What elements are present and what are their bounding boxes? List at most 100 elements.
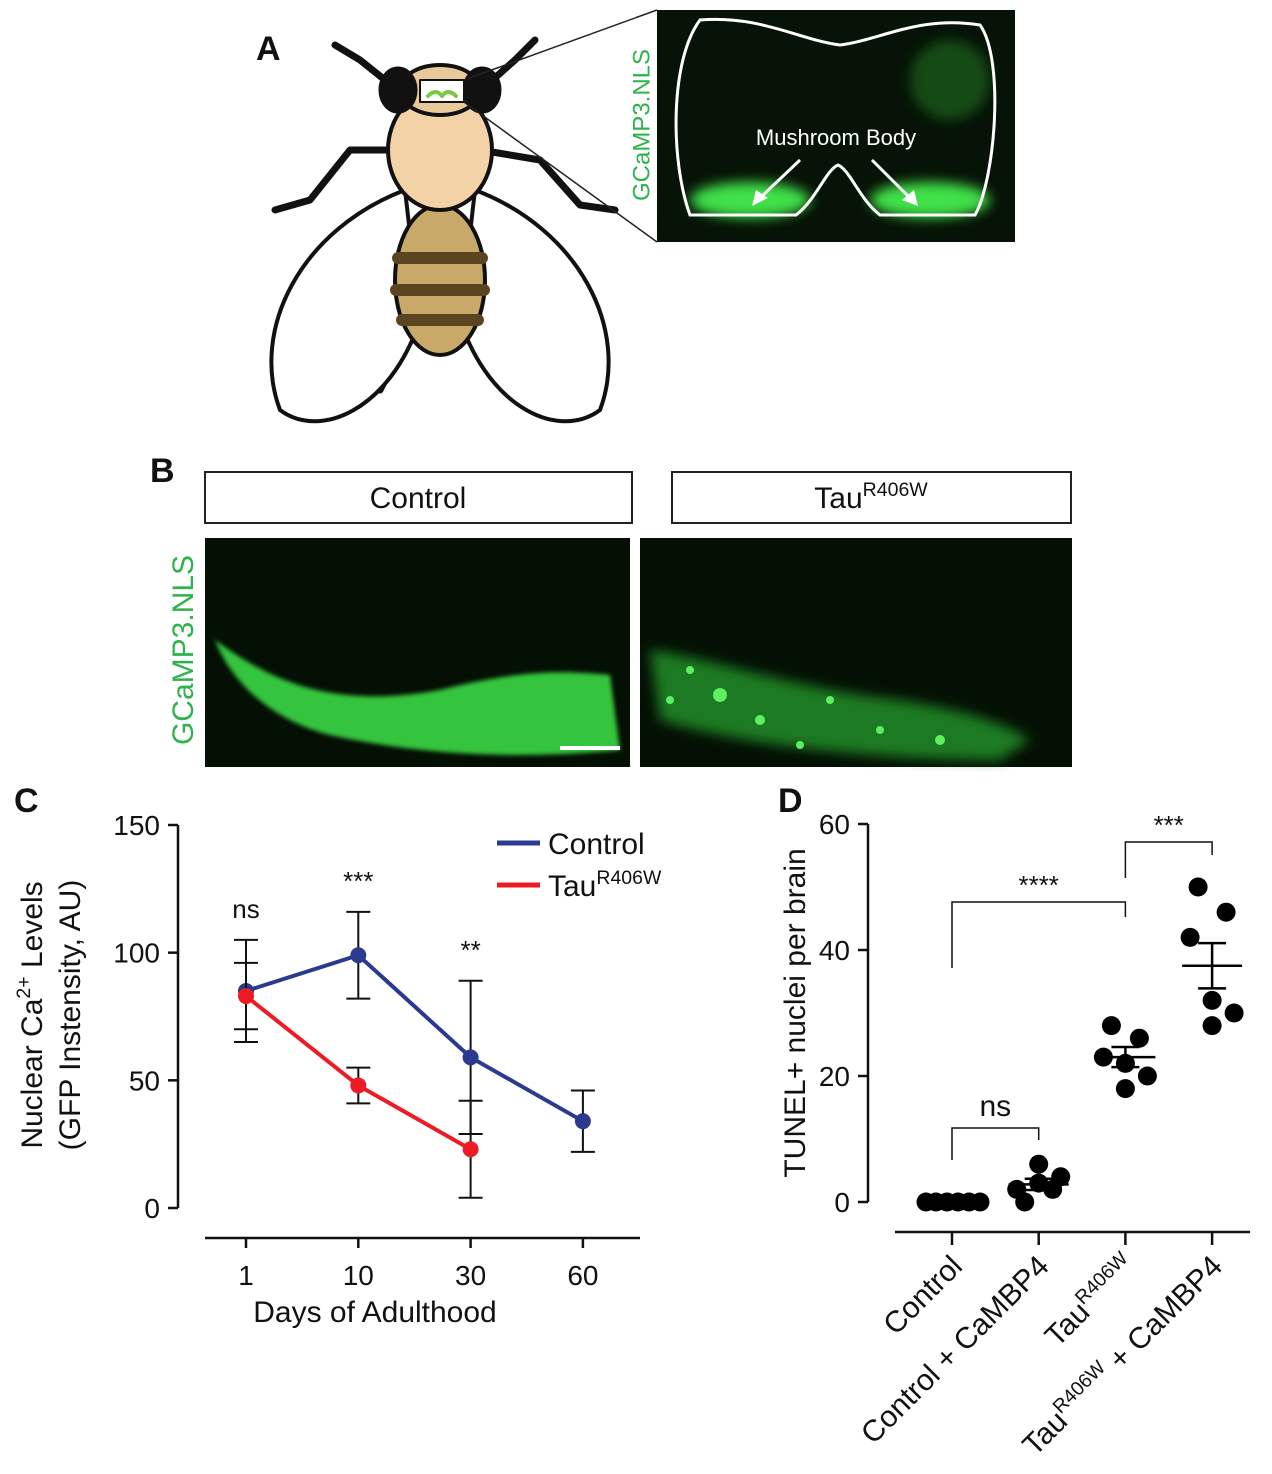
panel-label: C (14, 782, 39, 820)
punctum (686, 666, 694, 674)
data-point (350, 1077, 367, 1094)
significance-bracket (1124, 841, 1213, 878)
x-tick-label: 10 (343, 1260, 374, 1291)
image-label: GCaMP3.NLS (167, 555, 200, 745)
y-axis-label: TUNEL+ nuclei per brain (779, 848, 812, 1177)
data-point (1202, 1016, 1222, 1036)
zoom-line (463, 101, 658, 243)
significance: *** (343, 866, 373, 896)
fly-eye (378, 66, 418, 114)
y-tick-label: 0 (834, 1187, 850, 1218)
error-bar (1111, 1045, 1140, 1069)
significance: *** (1154, 810, 1184, 840)
text-run: Tau (814, 482, 862, 515)
significance-bracket (951, 901, 1127, 968)
zoom-line (463, 9, 658, 81)
fly-wing (269, 188, 422, 424)
y-axis-label: (GFP Instensity, AU) (54, 880, 87, 1151)
y-tick-label: 0 (144, 1193, 160, 1224)
condition-box (671, 471, 1072, 524)
tau-signal (650, 650, 1030, 760)
data-point (1007, 1179, 1027, 1199)
fly-abdomen (393, 203, 487, 357)
panel-label: B (150, 452, 175, 490)
y-tick-label: 50 (129, 1065, 160, 1096)
brain-signal (690, 40, 990, 218)
series-line (245, 952, 584, 1123)
data-point (462, 1141, 479, 1158)
y-tick-label: 60 (819, 809, 850, 840)
brain-outline (674, 17, 997, 217)
data-point (1051, 1167, 1071, 1187)
data-point (1202, 990, 1222, 1010)
text-run: Levels (16, 881, 49, 976)
data-point (350, 947, 367, 964)
superscript: R406W (1049, 1356, 1111, 1418)
fly-wing (458, 188, 611, 424)
error-bar (1198, 941, 1227, 990)
significance: **** (1018, 870, 1058, 900)
fly-stripes (390, 252, 490, 326)
error-bar (1024, 1177, 1053, 1192)
text-run: (GFP Instensity, AU) (54, 880, 87, 1151)
x-tick-label: 60 (567, 1260, 598, 1291)
punctum (755, 715, 765, 725)
data-point (1180, 927, 1200, 947)
data-point (1129, 1028, 1149, 1048)
data-point (462, 1049, 479, 1066)
text-run: Control (548, 828, 645, 861)
fly-leg (271, 146, 404, 214)
significance-bracket (951, 1127, 1040, 1160)
image-annotation: Mushroom Body (756, 125, 916, 150)
data-point (1115, 1079, 1135, 1099)
legend-label: Control (548, 828, 645, 861)
x-tick-label: 30 (455, 1260, 486, 1291)
y-axis-label: Nuclear Ca2+ Levels (13, 881, 49, 1148)
text-run: Tau (548, 870, 596, 903)
arrow (758, 158, 912, 200)
legend-label: TauR406W (548, 867, 662, 903)
image-label: GCaMP3.NLS (628, 49, 655, 201)
superscript: R406W (596, 867, 662, 889)
data-point (1216, 902, 1236, 922)
panel-label: D (778, 782, 803, 820)
punctum (796, 741, 804, 749)
mushroom-body-sketch (426, 90, 458, 98)
y-tick-label: 150 (113, 810, 160, 841)
data-point (238, 988, 254, 1005)
tau-puncta (666, 666, 945, 749)
fly-leg (476, 146, 619, 214)
data-point (1137, 1066, 1157, 1086)
superscript: R406W (1071, 1247, 1133, 1309)
data-point (1029, 1154, 1049, 1174)
panel-label: A (256, 30, 281, 68)
data-point (574, 1113, 591, 1130)
punctum (876, 726, 884, 734)
control-signal (215, 640, 620, 755)
condition-label: TauR406W (814, 479, 928, 515)
punctum (713, 688, 727, 702)
superscript: 2+ (13, 976, 35, 998)
punctum (935, 735, 945, 745)
fly-eye (462, 66, 502, 114)
x-axis-label: Days of Adulthood (253, 1296, 497, 1329)
data-point (1188, 877, 1208, 897)
significance: ns (980, 1090, 1012, 1123)
text-run: Nuclear Ca (16, 998, 49, 1148)
zoom-box (419, 79, 465, 103)
data-point (1224, 1003, 1244, 1023)
y-tick-label: 20 (819, 1061, 850, 1092)
punctum (666, 696, 674, 704)
significance: ** (460, 935, 480, 965)
condition-label: Control (370, 482, 467, 515)
significance: ns (232, 894, 259, 924)
superscript: R406W (863, 479, 929, 501)
fly-illustration (269, 36, 619, 424)
y-tick-label: 40 (819, 935, 850, 966)
text-run: Control (370, 482, 467, 515)
condition-box (204, 471, 633, 524)
data-point (1101, 1016, 1121, 1036)
punctum (826, 696, 834, 704)
